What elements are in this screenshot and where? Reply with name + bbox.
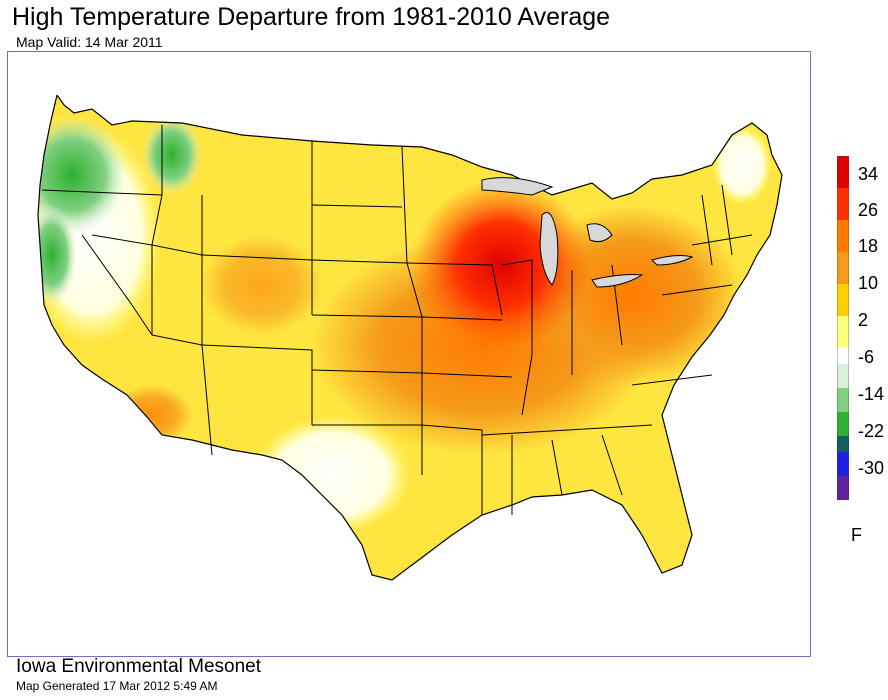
legend-label-neg22: -22: [858, 421, 885, 441]
legend-label-10: 10: [858, 273, 879, 293]
map-frame: [7, 51, 811, 657]
legend-label-2: 2: [858, 310, 869, 330]
generated-timestamp: Map Generated 17 Mar 2012 5:49 AM: [16, 679, 218, 693]
legend-label-34: 34: [858, 164, 879, 184]
temperature-shading: [38, 95, 782, 580]
map-valid-date: Map Valid: 14 Mar 2011: [16, 34, 163, 50]
temperature-departure-map: [37, 95, 783, 581]
legend-label-18: 18: [858, 236, 879, 256]
legend-label-neg14: -14: [858, 384, 885, 404]
map-title: High Temperature Departure from 1981-201…: [12, 3, 611, 31]
legend-label-neg30: -30: [858, 458, 885, 478]
legend-label-neg6: -6: [858, 347, 875, 367]
legend-label-26: 26: [858, 200, 879, 220]
color-scale-bar: [837, 156, 849, 500]
state-boundaries: [37, 95, 783, 581]
unit-label: F: [851, 525, 862, 545]
source-credit: Iowa Environmental Mesonet: [16, 656, 262, 677]
great-lakes: [481, 177, 694, 288]
